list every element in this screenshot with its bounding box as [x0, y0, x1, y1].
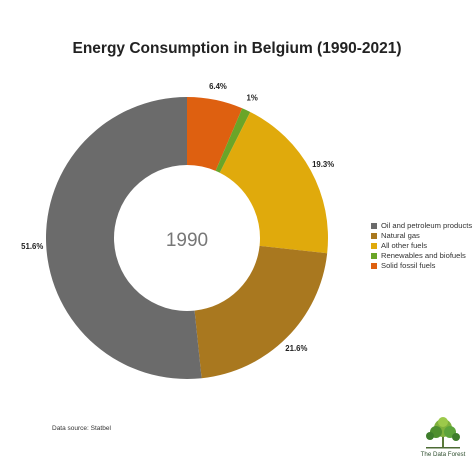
- legend-item: Renewables and biofuels: [371, 251, 472, 261]
- legend: Oil and petroleum products Natural gas All…: [371, 221, 472, 271]
- tree-icon: [426, 417, 460, 449]
- legend-label: Renewables and biofuels: [381, 251, 466, 260]
- slice-natural-gas: [194, 245, 328, 379]
- legend-item: All other fuels: [371, 241, 472, 251]
- slice-solid-fossil-fuels: [187, 97, 243, 171]
- legend-item: Oil and petroleum products: [371, 221, 472, 231]
- legend-label: Solid fossil fuels: [381, 261, 436, 270]
- slice-label: 19.3%: [312, 160, 334, 169]
- legend-swatch: [371, 253, 377, 259]
- data-source-note: Data source: Statbel: [52, 425, 111, 432]
- slice-all-other-fuels: [219, 111, 328, 254]
- slice-renewables-and-biofuels: [215, 108, 251, 173]
- slice-label: 21.6%: [285, 344, 307, 353]
- slice-label: 1%: [247, 93, 258, 102]
- the-data-forest-logo: The Data Forest: [412, 416, 474, 474]
- legend-swatch: [371, 233, 377, 239]
- legend-label: All other fuels: [381, 241, 428, 250]
- legend-swatch: [371, 243, 377, 249]
- slice-label: 6.4%: [209, 82, 227, 91]
- slice-oil-and-petroleum-products: [46, 97, 202, 379]
- legend-item: Natural gas: [371, 231, 472, 241]
- logo-text: The Data Forest: [420, 451, 466, 458]
- legend-label: Natural gas: [381, 231, 420, 240]
- slice-labels: 6.4% 1% 19.3% 21.6% 51.6%: [21, 82, 334, 353]
- slice-label: 51.6%: [21, 242, 43, 251]
- donut-slices: [46, 97, 328, 379]
- legend-swatch: [371, 263, 377, 269]
- legend-label: Oil and petroleum products: [381, 221, 473, 230]
- legend-swatch: [371, 223, 377, 229]
- chart-title: Energy Consumption in Belgium (1990-2021…: [72, 40, 402, 57]
- center-year-label: 1990: [166, 230, 208, 251]
- legend-item: Solid fossil fuels: [371, 261, 472, 271]
